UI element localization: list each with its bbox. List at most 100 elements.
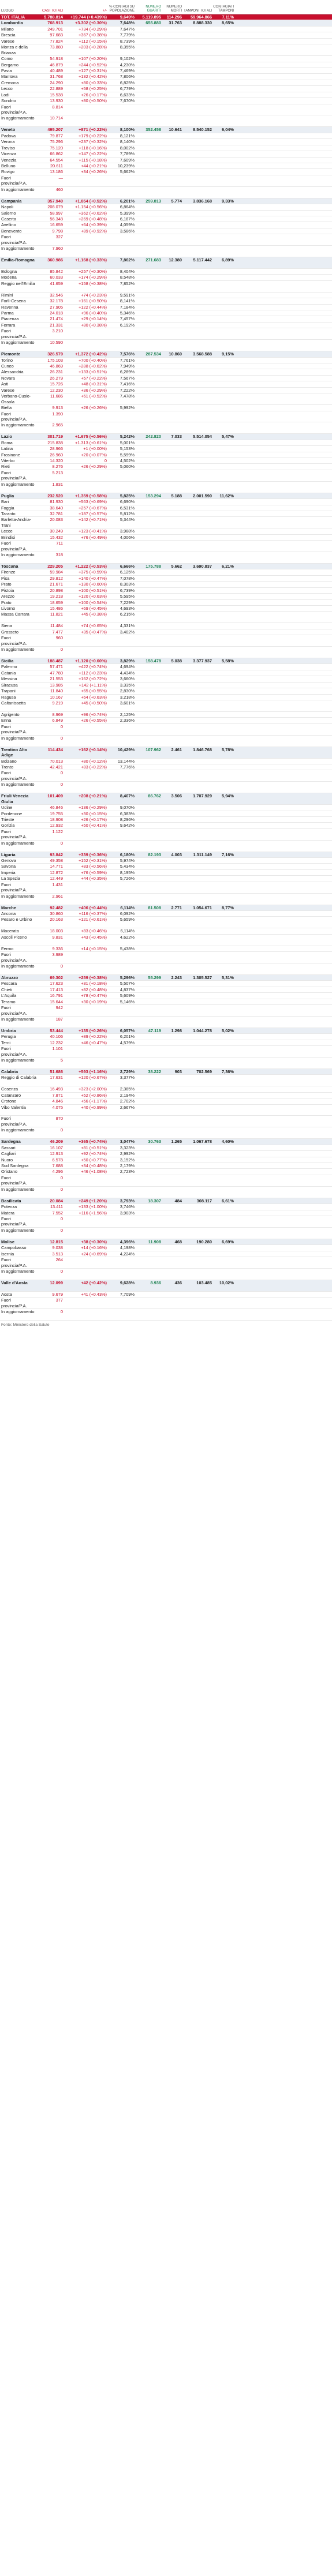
province-cases: 12.932 (50, 823, 63, 828)
fuori-provincia-row: Fuori provincia/P.A. 1.390 (0, 411, 332, 423)
province-row: Pordenone 19.755 +30 (+0.15%) 6,383% (0, 811, 332, 817)
province-percent: 3,218% (120, 694, 135, 700)
province-cases: 3.513 (52, 1251, 64, 1257)
province-row: Treviso 75.120 +118 (+0.16%) 8,002% (0, 145, 332, 152)
province-cases: 13.930 (50, 98, 63, 104)
province-name: Bolzano (1, 758, 17, 764)
province-percent: 4,331% (120, 623, 135, 629)
province-delta: +140 (+0.47%) (79, 575, 107, 581)
region-recovered: 242.820 (146, 434, 161, 440)
province-percent: 5,992% (120, 405, 135, 411)
province-row: Savona 14.771 +83 (+0.56%) 5,434% (0, 864, 332, 870)
province-row: Novara 26.279 +57 (+0.22%) 7,567% (0, 376, 332, 382)
province-cases: 9.913 (52, 405, 64, 411)
province-row: Cosenza 16.493 +323 (+2.00%) 2,385% (0, 1086, 332, 1093)
province-name: Cagliari (1, 1151, 16, 1157)
province-cases: 7.871 (52, 1092, 64, 1098)
province-cases: 77.824 (50, 38, 63, 44)
province-percent: 7,949% (120, 363, 135, 369)
province-cases: 17.413 (50, 987, 63, 992)
region-percent: 7,862% (120, 257, 135, 263)
province-name: Siracusa (1, 682, 18, 688)
province-percent: 2,667% (120, 1104, 135, 1110)
province-name: Massa Carrara (1, 612, 29, 617)
province-percent: 4,006% (120, 534, 135, 540)
province-cases: 19.755 (50, 811, 63, 816)
province-delta: +269 (+0.48%) (79, 216, 107, 222)
province-percent: 7,478% (120, 393, 135, 399)
province-row: Asti 15.726 +48 (+0.31%) 7,416% (0, 381, 332, 388)
in-aggiornamento-row: In aggiornamento 0 (0, 1228, 332, 1239)
province-row: Varese 12.230 +36 (+0.29%) 7,222% (0, 388, 332, 394)
fuori-provincia-row-value: 1.431 (52, 882, 64, 887)
province-cases: 15.644 (50, 999, 63, 1004)
province-row: Lodi 15.538 +26 (+0.17%) 6,633% (0, 92, 332, 99)
province-delta: +100 (+0.54%) (79, 599, 107, 605)
province-delta: +123 (+0.41%) (79, 528, 107, 534)
province-name: Pescara (1, 981, 17, 987)
italy-delta: +19.744 (+0.439%) (70, 14, 107, 20)
province-delta: +112 (+0.23%) (79, 670, 107, 676)
province-row: Pavia 40.489 +127 (+0.31%) 7,469% (0, 68, 332, 74)
region-name: Basilicata (1, 1198, 21, 1203)
in-aggiornamento-row-value: 0 (60, 840, 63, 846)
province-delta: +69 (+0.45%) (81, 606, 107, 612)
fuori-provincia-row-value: 3.989 (52, 952, 64, 958)
region-delta: +406 (+0.44%) (79, 905, 107, 910)
region-ratio: 4,60% (222, 1139, 234, 1145)
province-name: Treviso (1, 145, 15, 151)
province-name: Viterbo (1, 458, 15, 464)
fuori-provincia-row-label: Fuori provincia/P.A. (1, 411, 27, 422)
region-cases: 495.207 (47, 127, 63, 133)
region-cases: 188.487 (47, 658, 63, 664)
province-percent: 5,438% (120, 946, 135, 951)
region-ratio: 5,02% (222, 1028, 234, 1033)
province-name: Avellino (1, 222, 16, 228)
region-recovered: 655.880 (146, 20, 161, 26)
province-row: Alessandria 26.231 +133 (+0.51%) 6,289% (0, 369, 332, 376)
province-delta: +89 (+0.22%) (81, 1034, 107, 1040)
fuori-provincia-row: Fuori provincia/P.A. 1.431 (0, 882, 332, 894)
region-percent: 2,729% (120, 1068, 135, 1074)
region-cases: 326.579 (47, 351, 63, 357)
col-tamponi: TAMPONI TOTALI (184, 9, 212, 13)
province-delta: +89 (+0.92%) (81, 228, 107, 234)
fuori-provincia-row: Fuori provincia/P.A. 0 (0, 1175, 332, 1187)
province-cases: 30.860 (50, 911, 63, 917)
region-deaths: 468 (174, 1239, 182, 1244)
in-aggiornamento-row-value: 0 (60, 1186, 63, 1192)
province-delta: +45 (+0.38%) (81, 612, 107, 617)
province-delta: +80 (+0.33%) (81, 80, 107, 85)
province-cases: 30.249 (50, 528, 63, 534)
in-aggiornamento-row: In aggiornamento 7.960 (0, 246, 332, 258)
region-ratio: 11,62% (219, 493, 234, 498)
in-aggiornamento-row-label: In aggiornamento (1, 115, 35, 121)
province-percent: 5,974% (120, 858, 135, 864)
fuori-provincia-row-label: Fuori provincia/P.A. (1, 828, 27, 840)
province-delta: +26 (+0.17%) (81, 816, 107, 822)
province-cases: 20.083 (50, 517, 63, 523)
province-cases: 11.686 (50, 393, 63, 399)
province-row: Perugia 40.106 +89 (+0.22%) 6,201% (0, 1034, 332, 1040)
province-percent: 9,102% (120, 56, 135, 62)
province-percent: 5,507% (120, 981, 135, 987)
province-name: Mantova (1, 74, 18, 80)
region-percent: 6,666% (120, 563, 135, 569)
region-row: Emilia-Romagna 360.986 +1.168 (+0.33%) 7,86… (0, 257, 332, 269)
in-aggiornamento-row-value: 187 (55, 1016, 63, 1022)
province-name: Sassari (1, 1145, 16, 1150)
province-percent: 3,601% (120, 700, 135, 706)
in-aggiornamento-row: In aggiornamento 0 (0, 736, 332, 747)
province-delta: +142 (+0.71%) (79, 517, 107, 523)
province-percent: 5,060% (120, 464, 135, 470)
province-cases: 20.163 (50, 917, 63, 923)
in-aggiornamento-row: In aggiornamento 187 (0, 1017, 332, 1028)
province-delta: +74 (+0.65%) (81, 623, 107, 629)
province-cases: 14.771 (50, 864, 63, 869)
province-percent: 8,739% (120, 38, 135, 44)
province-delta: +107 (+0.20%) (79, 56, 107, 62)
province-name: Catanzaro (1, 1092, 21, 1098)
province-name: Piacenza (1, 316, 19, 322)
in-aggiornamento-row: In aggiornamento 0 (0, 782, 332, 794)
province-row: Campobasso 9.038 +14 (+0.16%) 4,198% (0, 1245, 332, 1251)
